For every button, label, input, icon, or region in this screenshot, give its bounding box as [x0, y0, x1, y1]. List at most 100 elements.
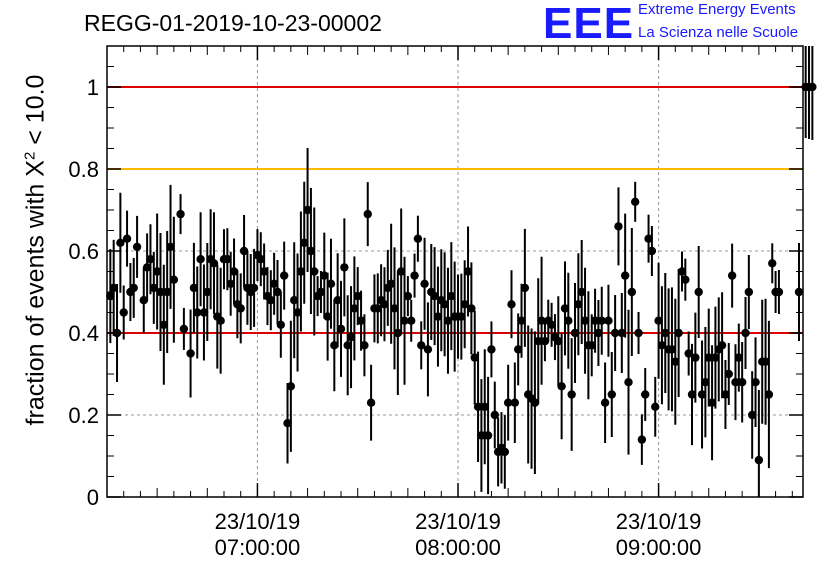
data-point — [500, 447, 510, 457]
data-point — [316, 287, 326, 297]
data-point — [152, 267, 162, 276]
data-point — [513, 345, 523, 354]
data-point — [189, 283, 199, 293]
data-point — [400, 316, 409, 325]
data-point — [226, 279, 235, 288]
data-point — [283, 419, 292, 428]
data-point — [276, 320, 286, 329]
data-point — [537, 316, 546, 325]
data-point — [520, 283, 530, 293]
data-point — [323, 312, 332, 321]
data-point — [116, 238, 125, 247]
y-tick-label: 1 — [87, 75, 99, 100]
data-point — [360, 341, 369, 350]
data-point — [363, 209, 372, 219]
data-point — [286, 382, 296, 391]
data-point — [684, 349, 693, 358]
data-point — [647, 246, 657, 256]
data-point — [119, 308, 128, 317]
x-tick-label: 23/10/19 07:00:00 — [187, 509, 327, 561]
data-point — [430, 291, 439, 301]
data-point — [146, 255, 155, 264]
x-tick-label: 23/10/19 08:00:00 — [388, 509, 528, 561]
data-point — [644, 234, 653, 243]
data-point — [751, 378, 760, 387]
data-point — [764, 390, 774, 399]
data-point — [711, 353, 720, 362]
data-point — [614, 222, 623, 231]
data-point — [266, 296, 276, 305]
data-point — [343, 341, 352, 350]
x-tick-date: 23/10/19 — [415, 509, 501, 534]
data-point — [691, 353, 700, 362]
data-point — [634, 328, 643, 338]
data-point — [620, 271, 630, 280]
data-point — [554, 337, 563, 346]
data-point — [122, 234, 132, 243]
data-point — [380, 300, 389, 309]
data-point — [590, 316, 600, 325]
data-point — [417, 341, 426, 350]
data-point — [774, 287, 784, 297]
data-point — [142, 263, 152, 272]
data-point — [423, 345, 433, 354]
x-tick-time: 09:00:00 — [615, 535, 702, 560]
data-point — [166, 242, 175, 252]
data-point — [574, 300, 583, 309]
data-point — [440, 300, 449, 309]
data-point — [651, 402, 660, 411]
data-point — [279, 271, 289, 280]
data-point — [687, 390, 697, 399]
data-point — [530, 398, 540, 407]
data-point — [176, 209, 185, 219]
data-point — [216, 316, 225, 325]
data-point — [701, 378, 710, 387]
data-point — [534, 337, 543, 346]
data-point — [717, 341, 727, 350]
data-point — [470, 353, 479, 362]
data-point — [637, 435, 647, 444]
data-point — [607, 390, 616, 399]
data-point — [393, 328, 403, 338]
data-point — [657, 341, 667, 350]
data-points — [106, 46, 817, 497]
data-point — [403, 291, 413, 301]
data-point — [547, 320, 556, 329]
data-point — [627, 287, 637, 297]
data-point — [727, 271, 737, 280]
data-point — [768, 259, 777, 268]
data-point — [410, 271, 419, 280]
data-point — [162, 287, 172, 297]
data-point — [373, 304, 382, 313]
data-point — [580, 316, 590, 325]
data-point — [761, 357, 770, 366]
x-tick-label: 23/10/19 09:00:00 — [589, 509, 729, 561]
data-point — [447, 291, 456, 301]
chart-title: REGG-01-2019-10-23-00002 — [84, 10, 382, 36]
data-point — [457, 312, 466, 321]
data-point — [356, 316, 366, 325]
data-point — [306, 246, 316, 256]
data-point — [186, 349, 195, 358]
data-point — [396, 267, 406, 276]
data-point — [808, 82, 817, 92]
data-point — [203, 287, 212, 297]
data-point — [303, 205, 312, 215]
x-tick-date: 23/10/19 — [615, 509, 702, 534]
y-tick-label: 0.6 — [68, 239, 99, 264]
data-point — [503, 398, 513, 407]
x-tick-time: 08:00:00 — [415, 535, 501, 560]
data-point — [641, 390, 650, 399]
y-tick-label: 0.2 — [68, 403, 99, 428]
data-point — [259, 267, 269, 276]
data-point — [320, 271, 329, 280]
data-point — [487, 345, 496, 354]
data-point — [290, 296, 299, 305]
data-point — [510, 398, 520, 407]
data-point — [677, 267, 687, 276]
data-point — [594, 328, 603, 338]
data-point — [256, 255, 265, 264]
data-point — [467, 304, 476, 313]
data-point — [674, 328, 683, 338]
